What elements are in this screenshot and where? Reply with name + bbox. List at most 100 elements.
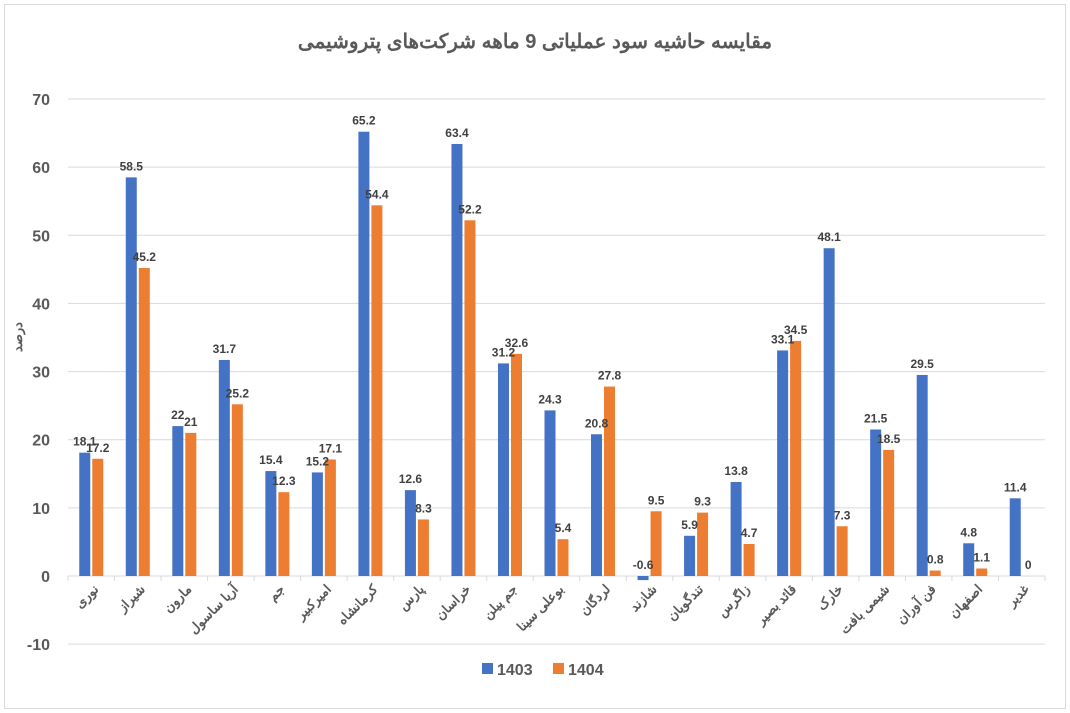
data-label: 0.8 [927,553,944,567]
bar-1403 [823,248,835,577]
data-label: 27.8 [598,369,622,383]
bar-1404 [836,526,848,576]
data-label: 13.8 [724,464,748,478]
data-label: 54.4 [365,187,389,201]
y-tick-label: 10 [32,501,50,518]
data-label: 18.1 [73,435,97,449]
bar-1404 [371,205,383,576]
data-label: 5.9 [681,518,698,532]
bar-1403 [916,374,928,576]
data-label: 4.8 [960,525,977,539]
data-label: 12.3 [272,474,296,488]
bar-1404 [138,267,150,576]
data-label: 11.4 [1004,480,1027,494]
bar-1403 [218,359,230,576]
data-label: 25.2 [226,386,250,400]
data-label: 52.2 [458,202,482,216]
data-label: 58.5 [120,159,144,173]
bar-1403 [172,426,184,576]
bar-1403 [637,576,649,581]
y-tick-label: -10 [27,637,50,654]
bar-1404 [92,458,104,576]
bar-1403 [591,434,603,576]
data-label: 34.5 [784,323,808,337]
bar-1404 [976,568,988,576]
bar-1404 [650,511,662,576]
data-label: 20.8 [585,416,609,430]
bar-1404 [417,519,429,576]
chart-title: مقایسه حاشیه سود عملیاتی 9 ماهه شرکت‌های… [298,31,772,54]
data-label: 18.5 [877,432,901,446]
data-label: 7.3 [834,508,851,522]
y-tick-label: 70 [32,92,50,109]
y-tick-label: 20 [32,433,50,450]
bar-1404 [231,404,243,576]
y-tick-label: 60 [32,160,50,177]
legend-label: 1403 [497,662,533,679]
data-label: 21 [184,415,198,429]
data-label: 45.2 [133,250,157,264]
bar-1403 [497,363,509,576]
data-label: 17.1 [319,441,343,455]
data-label: 31.2 [492,345,516,359]
bar-1404 [790,340,802,576]
bar-1404 [324,459,336,576]
y-tick-label: 40 [32,296,50,313]
data-label: 48.1 [817,230,841,244]
bar-1404 [929,570,941,576]
y-tick-label: 0 [41,569,50,586]
data-label: 21.5 [864,411,888,425]
bar-1404 [604,386,616,576]
bar-1404 [557,539,569,576]
bar-1404 [883,449,895,576]
chart-border [4,4,1066,709]
bar-1403 [730,481,742,576]
y-tick-label: 50 [32,228,50,245]
y-tick-label: 30 [32,365,50,382]
data-label: 12.6 [399,472,423,486]
bar-1404 [185,432,197,576]
data-label: -0.6 [633,558,654,572]
bar-1403 [777,350,789,576]
data-label: 31.7 [213,342,237,356]
bar-1403 [870,429,882,576]
data-label: 24.3 [538,392,562,406]
bar-1403 [451,143,463,576]
bar-1403 [1009,498,1021,576]
data-label: 0 [1025,558,1032,572]
data-label: 65.2 [352,114,376,128]
bar-1403 [265,471,277,576]
y-axis-label: درصد [10,322,26,352]
bar-1403 [125,177,137,576]
bar-1403 [79,452,91,576]
legend-swatch-1404 [553,663,564,674]
bar-1403 [963,543,975,576]
bar-1404 [464,220,476,576]
bar-1404 [743,543,755,576]
data-label: 5.4 [555,521,572,535]
bar-1403 [544,410,556,576]
bar-1404 [697,512,709,576]
data-label: 33.1 [771,332,795,346]
bar-1403 [684,535,696,576]
data-label: 1.1 [973,551,990,565]
data-label: 9.3 [694,495,711,509]
data-label: 15.2 [306,454,330,468]
bar-1403 [358,131,370,577]
data-label: 29.5 [911,357,935,371]
legend-swatch-1403 [482,663,493,674]
data-label: 32.6 [505,336,529,350]
bar-1403 [311,472,323,576]
data-label: 22 [171,408,185,422]
data-label: 4.7 [741,526,758,540]
bar-1403 [404,490,416,576]
legend-label: 1404 [568,662,604,679]
data-label: 8.3 [415,501,432,515]
data-label: 15.4 [259,453,283,467]
data-label: 9.5 [648,493,665,507]
data-label: 17.2 [86,441,110,455]
bar-1404 [510,353,522,576]
bar-1404 [278,492,290,576]
data-label: 63.4 [445,126,469,140]
